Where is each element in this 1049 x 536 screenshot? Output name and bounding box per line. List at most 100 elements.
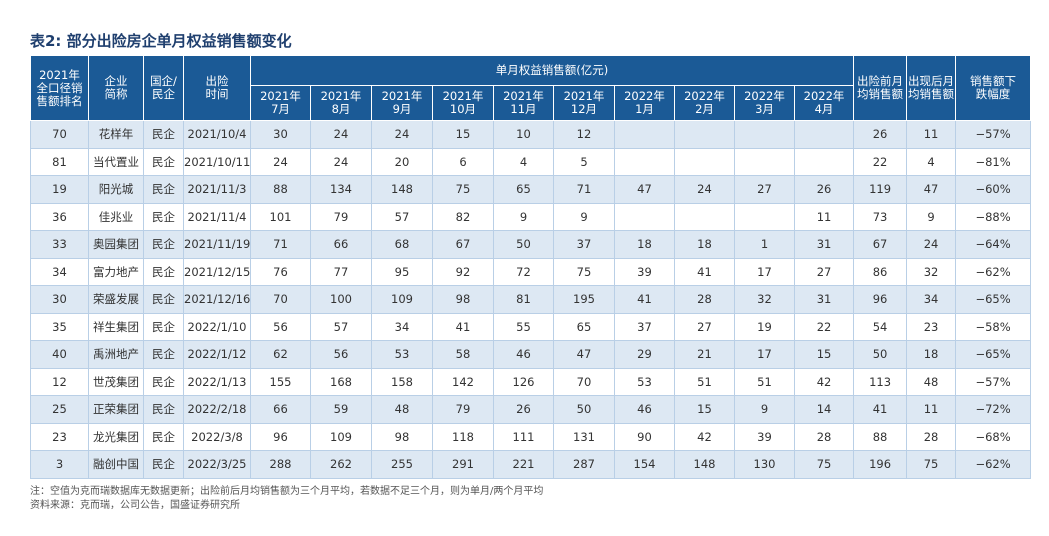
table-cell: 2022/2/18 [183, 395, 251, 424]
table-cell: 72 [493, 257, 554, 286]
table-cell: 28 [674, 285, 735, 314]
table-cell: 祥生集团 [88, 312, 144, 341]
table-cell: 73 [853, 202, 908, 231]
source: 资料来源：克而瑞，公司公告，国盛证券研究所 [30, 500, 240, 511]
table-cell: 民企 [143, 147, 184, 176]
table-cell [793, 147, 855, 176]
table-cell: 22 [793, 312, 855, 341]
table-cell: 81 [30, 147, 89, 176]
table-cell: 17 [734, 340, 795, 369]
table-cell: 花样年 [88, 120, 144, 149]
table-cell: 39 [734, 422, 795, 451]
table-cell: 11 [793, 202, 855, 231]
table-cell: 民企 [143, 422, 184, 451]
table-cell: 50 [553, 395, 615, 424]
table-row: 23 龙光集团 民企 2022/3/8 96 109 98 118 111 131 90 42 39 28… [30, 422, 1032, 451]
table-row: 12 世茂集团 民企 2022/1/13 155 168 158 142 126 70 53 51 51… [30, 367, 1032, 396]
table-cell: −81% [955, 147, 1032, 176]
table-cell: 阳光城 [88, 175, 144, 204]
table-cell: 40 [30, 340, 89, 369]
column-header: 销售额下 跌幅度 [955, 55, 1032, 121]
table-cell: 134 [310, 175, 372, 204]
table-cell: 34 [30, 257, 89, 286]
table-cell [614, 147, 675, 176]
table-cell: 68 [371, 230, 433, 259]
table-cell: 17 [734, 257, 795, 286]
table-cell: 2022/1/10 [183, 312, 251, 341]
table-cell: 53 [371, 340, 433, 369]
table-cell: 81 [493, 285, 554, 314]
table-cell: 57 [310, 312, 372, 341]
table-row: 30 荣盛发展 民企 2021/12/16 70 100 109 98 81 195 41 28 32 3… [30, 285, 1032, 314]
table-cell: 195 [553, 285, 615, 314]
table-cell: 42 [674, 422, 735, 451]
month-header: 2022年 3月 [734, 85, 795, 121]
table-cell: 26 [853, 120, 908, 149]
table-cell: 2022/3/25 [183, 450, 251, 479]
table-cell: 2022/1/13 [183, 367, 251, 396]
table-cell: 5 [553, 147, 615, 176]
table-cell: −57% [955, 367, 1032, 396]
table-cell [793, 120, 855, 149]
table-cell [734, 202, 795, 231]
table-cell: 14 [793, 395, 855, 424]
table-cell [734, 147, 795, 176]
table-cell: 96 [853, 285, 908, 314]
table-cell: 民企 [143, 202, 184, 231]
table-cell: 155 [250, 367, 311, 396]
month-header: 2021年 7月 [250, 85, 311, 121]
month-header: 2022年 2月 [674, 85, 735, 121]
table-row: 34 富力地产 民企 2021/12/15 76 77 95 92 72 75 39 41 17 27 86… [30, 257, 1032, 286]
table-row: 19 阳光城 民企 2021/11/3 88 134 148 75 65 71 47 24 27 26 11… [30, 175, 1032, 204]
table-cell: 18 [674, 230, 735, 259]
table-cell: 75 [553, 257, 615, 286]
table-cell: 75 [906, 450, 957, 479]
table-row: 25 正荣集团 民企 2022/2/18 66 59 48 79 26 50 46 15 9 14 41 11… [30, 395, 1032, 424]
table-cell: 15 [674, 395, 735, 424]
table: 2021年 全口径销 售额排名 企业 简称 国企/ 民企 出险 时间 单月权益销售额(亿… [30, 55, 1032, 479]
table-cell: 2021/12/16 [183, 285, 251, 314]
table-cell: 111 [493, 422, 554, 451]
table-cell: 2021/12/15 [183, 257, 251, 286]
table-cell: 12 [553, 120, 615, 149]
table-cell: 41 [432, 312, 494, 341]
table-cell: 96 [250, 422, 311, 451]
table-cell: 4 [906, 147, 957, 176]
table-cell: 288 [250, 450, 311, 479]
table-cell: 35 [30, 312, 89, 341]
table-cell: 27 [793, 257, 855, 286]
note: 注：空值为克而瑞数据库无数据更新；出险前后月均销售额为三个月平均，若数据不足三个… [30, 486, 544, 497]
table-cell: 20 [371, 147, 433, 176]
table-cell: 41 [614, 285, 675, 314]
table-cell: 53 [614, 367, 675, 396]
table-cell: 75 [432, 175, 494, 204]
table-cell: 32 [906, 257, 957, 286]
table-cell: 荣盛发展 [88, 285, 144, 314]
table-cell: 19 [30, 175, 89, 204]
table-cell: −72% [955, 395, 1032, 424]
table-cell: 2021/10/11 [183, 147, 251, 176]
table-cell: 佳兆业 [88, 202, 144, 231]
table-cell: 世茂集团 [88, 367, 144, 396]
table-cell: 2022/1/12 [183, 340, 251, 369]
table-cell: −88% [955, 202, 1032, 231]
table-cell: 168 [310, 367, 372, 396]
table-cell: 88 [853, 422, 908, 451]
table-cell: 34 [371, 312, 433, 341]
table-cell: 70 [250, 285, 311, 314]
table-cell: 10 [493, 120, 554, 149]
table-cell: 民企 [143, 120, 184, 149]
table-cell [734, 120, 795, 149]
table-cell: 当代置业 [88, 147, 144, 176]
table-cell: 95 [371, 257, 433, 286]
table-cell: 58 [432, 340, 494, 369]
table-cell [674, 147, 735, 176]
table-cell: 131 [553, 422, 615, 451]
table-cell: 55 [493, 312, 554, 341]
table-cell: 65 [553, 312, 615, 341]
table-cell: 50 [493, 230, 554, 259]
month-header: 2022年 1月 [614, 85, 675, 121]
table-cell: 118 [432, 422, 494, 451]
table-cell: −62% [955, 450, 1032, 479]
table-cell: 27 [734, 175, 795, 204]
